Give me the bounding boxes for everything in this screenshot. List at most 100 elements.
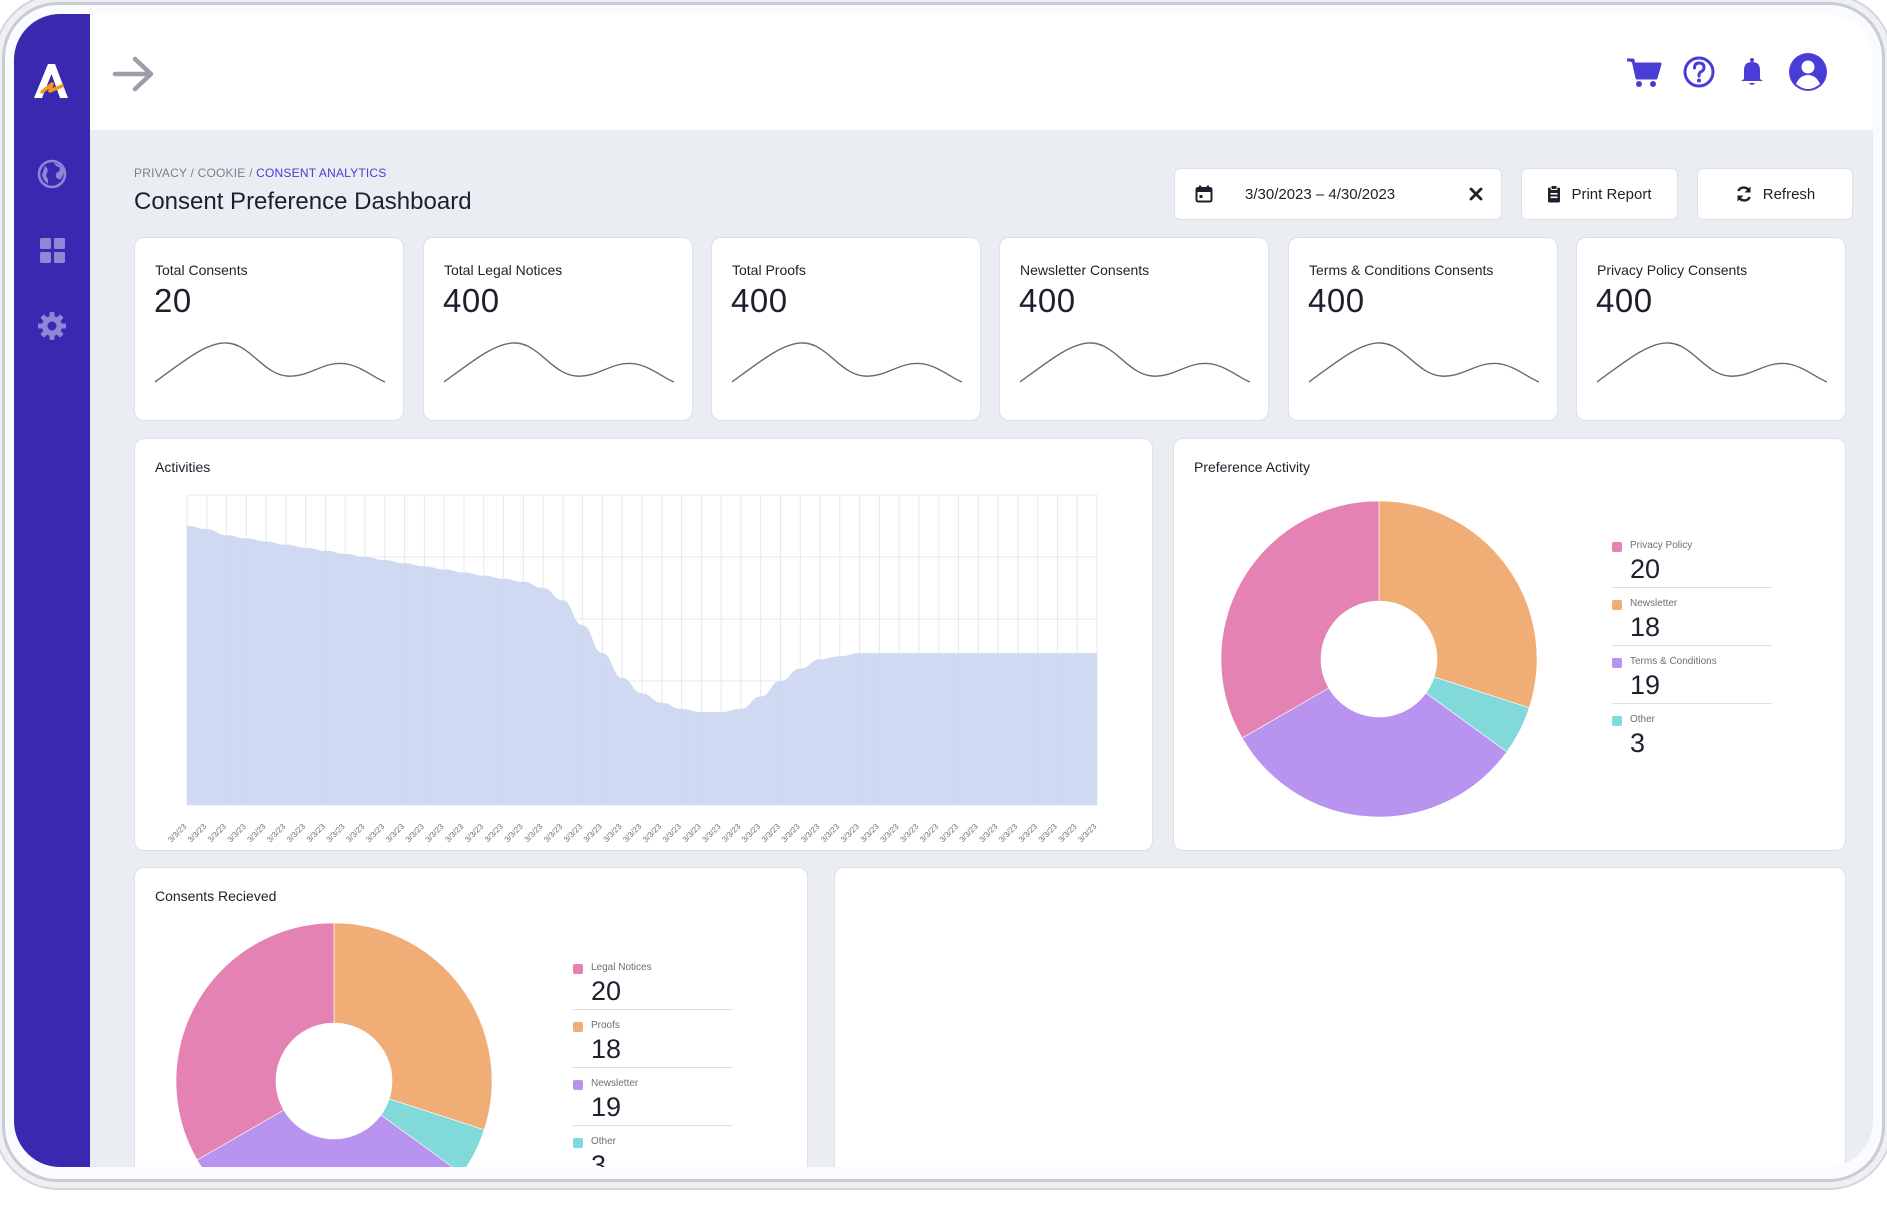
legend-swatch [573, 1080, 583, 1090]
breadcrumb-item-privacy[interactable]: PRIVACY [134, 166, 187, 180]
refresh-button[interactable]: Refresh [1697, 168, 1853, 220]
top-bar [90, 14, 1873, 130]
legend-swatch [573, 1138, 583, 1148]
x-tick-label: 3/3/23 [621, 822, 643, 844]
stat-value: 20 [154, 282, 192, 319]
grid-icon[interactable] [36, 234, 68, 266]
panel-title: Preference Activity [1194, 459, 1310, 475]
legend-value: 3 [591, 1150, 607, 1167]
x-tick-label: 3/3/23 [859, 822, 881, 844]
activities-panel: Activities 3/3/23 3/3/23 3/3/23 3/3/23 3/3/2… [134, 438, 1153, 851]
activities-chart: 3/3/233/3/233/3/233/3/233/3/233/3/233/3/… [166, 494, 1099, 844]
print-report-button[interactable]: Print Report [1521, 168, 1678, 220]
x-tick-label: 3/3/23 [503, 822, 525, 844]
globe-icon[interactable] [36, 158, 68, 190]
empty-panel [834, 867, 1846, 1167]
panel-title: Activities [155, 459, 211, 475]
app-logo[interactable] [28, 58, 76, 102]
clipboard-icon [1548, 185, 1561, 203]
legend-swatch [573, 964, 583, 974]
x-tick-label: 3/3/23 [1057, 822, 1079, 844]
stat-label: Terms & Conditions Consents [1309, 262, 1494, 278]
x-tick-label: 3/3/23 [839, 822, 861, 844]
main-content: PRIVACY / COOKIE / CONSENT ANALYTICS Con… [90, 130, 1873, 1167]
refresh-label: Refresh [1762, 185, 1816, 203]
stat-value: 400 [443, 282, 500, 319]
breadcrumb-item-cookie[interactable]: COOKIE [197, 166, 246, 180]
x-tick-label: 3/3/23 [542, 822, 564, 844]
x-tick-label: 3/3/23 [344, 822, 366, 844]
breadcrumb-separator: / [190, 166, 195, 180]
help-icon[interactable] [1679, 52, 1719, 92]
x-tick-label: 3/3/23 [522, 822, 544, 844]
clear-date-icon[interactable] [1469, 187, 1483, 201]
sparkline [1597, 342, 1827, 383]
x-tick-label: 3/3/23 [997, 822, 1019, 844]
pie-slice-legal-notices [175, 922, 335, 1161]
legend-value: 20 [591, 976, 622, 1006]
legend-label: Privacy Policy [1630, 540, 1693, 551]
x-tick-label: 3/3/23 [166, 822, 188, 844]
x-tick-label: 3/3/23 [661, 822, 683, 844]
x-tick-label: 3/3/23 [898, 822, 920, 844]
pie-slice-proofs [333, 922, 493, 1131]
legend-item: Privacy Policy 20 [1612, 530, 1772, 588]
cart-icon[interactable] [1624, 52, 1664, 92]
preference-activity-panel: Preference Activity Privacy Policy 20 News… [1173, 438, 1846, 851]
x-tick-label: 3/3/23 [977, 822, 999, 844]
user-icon[interactable] [1787, 51, 1829, 93]
gear-icon[interactable] [36, 310, 68, 342]
x-tick-label: 3/3/23 [226, 822, 248, 844]
legend-label: Other [591, 1136, 617, 1147]
legend-value: 19 [591, 1092, 622, 1122]
x-tick-label: 3/3/23 [463, 822, 485, 844]
stat-label: Total Legal Notices [444, 262, 563, 278]
calendar-icon [1195, 185, 1213, 203]
date-range-picker[interactable]: 3/30/2023 – 4/30/2023 [1174, 168, 1502, 220]
legend-item: Terms & Conditions 19 [1612, 646, 1772, 704]
stat-label: Privacy Policy Consents [1597, 262, 1748, 278]
x-tick-label: 3/3/23 [1076, 822, 1098, 844]
x-tick-label: 3/3/23 [700, 822, 722, 844]
breadcrumb-item-consent-analytics: CONSENT ANALYTICS [256, 166, 387, 180]
legend-value: 18 [1630, 612, 1661, 642]
x-tick-label: 3/3/23 [681, 822, 703, 844]
x-tick-label: 3/3/23 [265, 822, 287, 844]
x-tick-label: 3/3/23 [206, 822, 228, 844]
stat-label: Total Proofs [732, 262, 806, 278]
x-tick-label: 3/3/23 [1017, 822, 1039, 844]
stat-value: 400 [1596, 282, 1653, 319]
refresh-icon [1736, 186, 1751, 202]
x-tick-label: 3/3/23 [384, 822, 406, 844]
legend-label: Legal Notices [591, 962, 652, 973]
legend-item: Newsletter 19 [573, 1068, 733, 1126]
x-tick-label: 3/3/23 [285, 822, 307, 844]
legend-value: 3 [1630, 728, 1646, 758]
x-tick-label: 3/3/23 [582, 822, 604, 844]
stat-card-total-legal-notices: Total Legal Notices 400 [423, 237, 693, 421]
bell-icon[interactable] [1732, 52, 1772, 92]
x-tick-label: 3/3/23 [938, 822, 960, 844]
x-tick-label: 3/3/23 [740, 822, 762, 844]
legend-item: Proofs 18 [573, 1010, 733, 1068]
legend-swatch [1612, 600, 1622, 610]
x-tick-label: 3/3/23 [760, 822, 782, 844]
back-arrow-icon[interactable] [111, 54, 157, 94]
x-tick-label: 3/3/23 [720, 822, 742, 844]
x-tick-label: 3/3/23 [878, 822, 900, 844]
sparkline [155, 342, 385, 383]
screen: PRIVACY / COOKIE / CONSENT ANALYTICS Con… [14, 14, 1873, 1167]
legend-swatch [573, 1022, 583, 1032]
stat-label: Total Consents [155, 262, 248, 278]
stat-card-total-proofs: Total Proofs 400 [711, 237, 981, 421]
x-tick-label: 3/3/23 [186, 822, 208, 844]
legend-label: Proofs [591, 1020, 620, 1031]
legend-swatch [1612, 542, 1622, 552]
x-tick-label: 3/3/23 [245, 822, 267, 844]
preference-activity-pie [1220, 500, 1538, 818]
legend-value: 19 [1630, 670, 1661, 700]
stat-value: 400 [1019, 282, 1076, 319]
consents-received-pie [175, 922, 493, 1167]
pie-slice-privacy-policy [1220, 500, 1380, 739]
sparkline [1309, 342, 1539, 383]
